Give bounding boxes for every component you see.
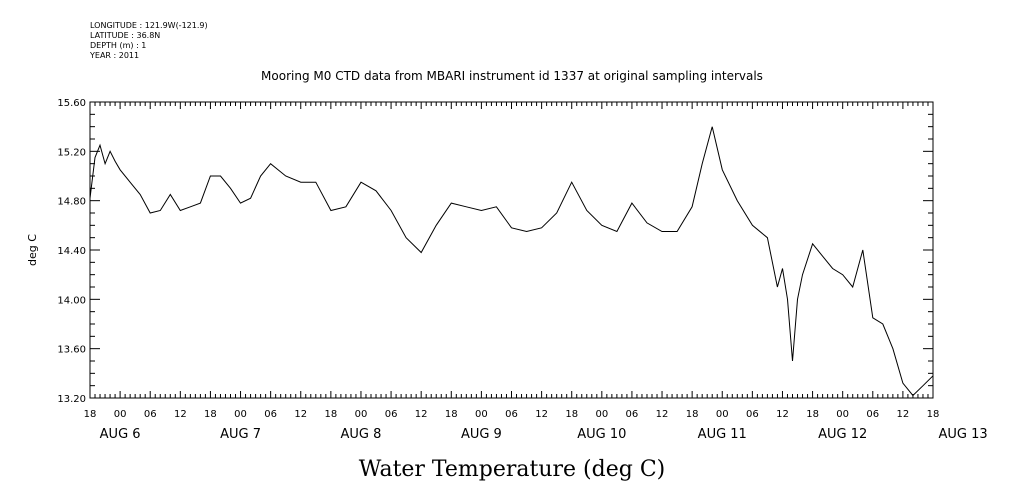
x-tick-label: 18 (565, 409, 578, 420)
x-tick-label: 06 (505, 409, 518, 420)
temperature-line (89, 126, 934, 397)
x-tick-label: 00 (595, 409, 608, 420)
day-label: AUG 6 (100, 427, 141, 442)
x-tick-label: 12 (535, 409, 548, 420)
metadata-block: LONGITUDE : 121.9W(-121.9) LATITUDE : 36… (90, 21, 208, 61)
x-tick-label: 00 (234, 409, 247, 420)
x-tick-label: 18 (84, 409, 97, 420)
day-label: AUG 9 (461, 427, 502, 442)
longitude-text: LONGITUDE : 121.9W(-121.9) (90, 21, 208, 30)
plot-frame (89, 101, 934, 399)
x-tick-label: 12 (174, 409, 187, 420)
x-tick-label: 12 (776, 409, 789, 420)
x-tick-label: 06 (866, 409, 879, 420)
x-tick-label: 06 (746, 409, 759, 420)
x-tick-label: 06 (144, 409, 157, 420)
day-labels: AUG 6 AUG 7 AUG 8 AUG 9 AUG 10 AUG 11 AUG 12 AU… (100, 427, 988, 442)
day-label: AUG 8 (341, 427, 382, 442)
year-text: YEAR : 2011 (90, 51, 140, 60)
y-tick-label: 15.20 (57, 147, 86, 158)
day-label: AUG 7 (220, 427, 261, 442)
x-tick-label: 18 (204, 409, 217, 420)
x-tick-label: 06 (385, 409, 398, 420)
x-tick-label: 00 (836, 409, 849, 420)
y-tick-label: 15.60 (57, 98, 86, 109)
x-tick-label: 18 (324, 409, 337, 420)
x-tick-label: 06 (264, 409, 277, 420)
chart-title: Mooring M0 CTD data from MBARI instrumen… (261, 69, 763, 83)
x-tick-label: 06 (626, 409, 639, 420)
y-axis-label: deg C (26, 234, 39, 266)
day-label: AUG 10 (577, 427, 626, 442)
y-tick-label: 14.80 (57, 197, 86, 208)
x-tick-label: 00 (716, 409, 729, 420)
x-tick-label: 00 (355, 409, 368, 420)
y-tick-label: 13.60 (57, 345, 86, 356)
x-tick-label: 18 (686, 409, 699, 420)
day-label: AUG 11 (698, 427, 747, 442)
x-tick-labels: 18 00 06 12 18 00 06 12 18 00 06 12 18 00 06 12 18 00 06 12… (84, 409, 940, 420)
day-label: AUG 13 (939, 427, 988, 442)
x-tick-label: 18 (927, 409, 940, 420)
axis-ticks (89, 101, 934, 399)
x-tick-label: 00 (475, 409, 488, 420)
x-tick-label: 12 (656, 409, 669, 420)
depth-text: DEPTH (m) : 1 (90, 41, 147, 50)
x-tick-label: 12 (294, 409, 307, 420)
x-axis-label: Water Temperature (deg C) (359, 457, 666, 482)
x-tick-label: 12 (897, 409, 910, 420)
y-tick-label: 13.20 (57, 394, 86, 405)
y-tick-label: 14.00 (57, 295, 86, 306)
latitude-text: LATITUDE : 36.8N (90, 31, 161, 40)
x-tick-label: 18 (445, 409, 458, 420)
y-tick-labels: 13.20 13.60 14.00 14.40 14.80 15.20 15.60 (57, 98, 86, 405)
y-tick-label: 14.40 (57, 246, 86, 257)
x-tick-label: 12 (415, 409, 428, 420)
day-label: AUG 12 (818, 427, 867, 442)
x-tick-label: 00 (114, 409, 127, 420)
x-tick-label: 18 (806, 409, 819, 420)
